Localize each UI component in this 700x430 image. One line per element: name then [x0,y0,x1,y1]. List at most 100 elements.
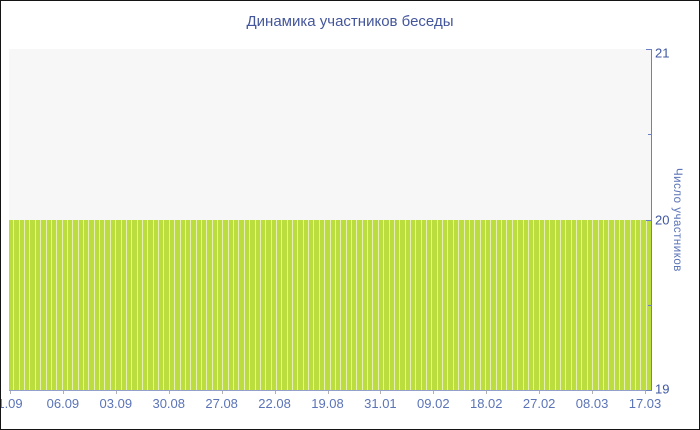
bar [555,219,561,390]
bar [619,219,625,390]
bar [250,219,255,390]
bar [239,219,244,390]
bar [459,219,464,390]
x-axis-line [9,390,652,391]
x-tick-label: 22.08 [258,396,291,411]
bar [368,219,373,390]
bar [609,219,614,390]
x-tick-label: 03.09 [99,396,133,411]
bar [496,219,502,390]
bar [287,219,293,390]
bar [218,219,223,390]
bar [469,219,475,390]
bar [502,219,507,390]
bar [464,219,469,390]
bar [244,219,250,390]
bar [443,219,448,390]
bar [566,219,571,390]
bar [46,219,51,390]
y-minor-tick-mark [648,304,652,306]
bar [400,219,405,390]
bar [89,219,94,390]
bar [427,219,432,390]
bar [180,219,185,390]
bar [389,219,394,390]
bar [169,219,175,390]
bar [212,219,218,390]
bar [78,219,84,390]
bar [51,219,57,390]
bar [282,219,287,390]
bar [201,219,207,390]
y-axis-title-wrap: Число участников [667,49,687,390]
bar [394,219,400,390]
bar [121,219,126,390]
x-tick-label: 30.08 [152,396,186,411]
x-tick-mark [433,391,435,394]
y-tick-mark [646,219,652,221]
x-tick-mark [539,391,541,394]
x-tick-label: 09.02 [417,396,450,411]
bar [534,219,539,390]
bar [185,219,191,390]
bar [330,219,335,390]
bar [641,219,646,390]
bar [303,219,309,390]
bar [41,219,46,390]
chart-title: Динамика участников беседы [246,13,454,30]
y-tick-label: 20 [655,212,670,227]
bar [636,219,641,390]
bar [164,219,169,390]
x-tick-label: 27.02 [522,396,556,411]
bar [550,219,555,390]
bar [507,219,512,390]
bar [19,219,25,390]
bar [223,219,228,390]
bar [598,219,603,390]
bar [544,219,550,390]
bar [110,219,116,390]
bar [132,219,137,390]
bar [512,219,518,390]
x-tick-label: 31.01 [364,396,397,411]
bar [293,219,298,390]
bar [105,219,110,390]
bar [630,219,636,390]
bars-layer [9,219,652,390]
bar [207,219,212,390]
x-tick-mark [645,391,646,394]
bar [485,219,491,390]
bar [67,219,73,390]
bar [175,219,180,390]
bar [159,219,164,390]
bar [94,219,100,390]
bar [352,219,357,390]
bar [528,219,534,390]
bar [603,219,609,390]
bar [148,219,153,390]
x-tick-mark [327,391,329,394]
plot-area [9,49,652,390]
bar [357,219,362,390]
bar [153,219,159,390]
bar [30,219,35,390]
bar [314,219,319,390]
bar [421,219,427,390]
x-tick-mark [380,391,382,394]
y-tick-mark [646,390,652,391]
bar [416,219,421,390]
bar [335,219,341,390]
x-tick-label: 27.08 [205,396,238,411]
bar [260,219,266,390]
bar [405,219,410,390]
bar [561,219,566,390]
bar [582,219,587,390]
bar [346,219,351,390]
x-tick-label: 1.09 [1,396,23,411]
bar [625,219,630,390]
bar [491,219,496,390]
bar [362,219,368,390]
bar [84,219,89,390]
bar [73,219,78,390]
